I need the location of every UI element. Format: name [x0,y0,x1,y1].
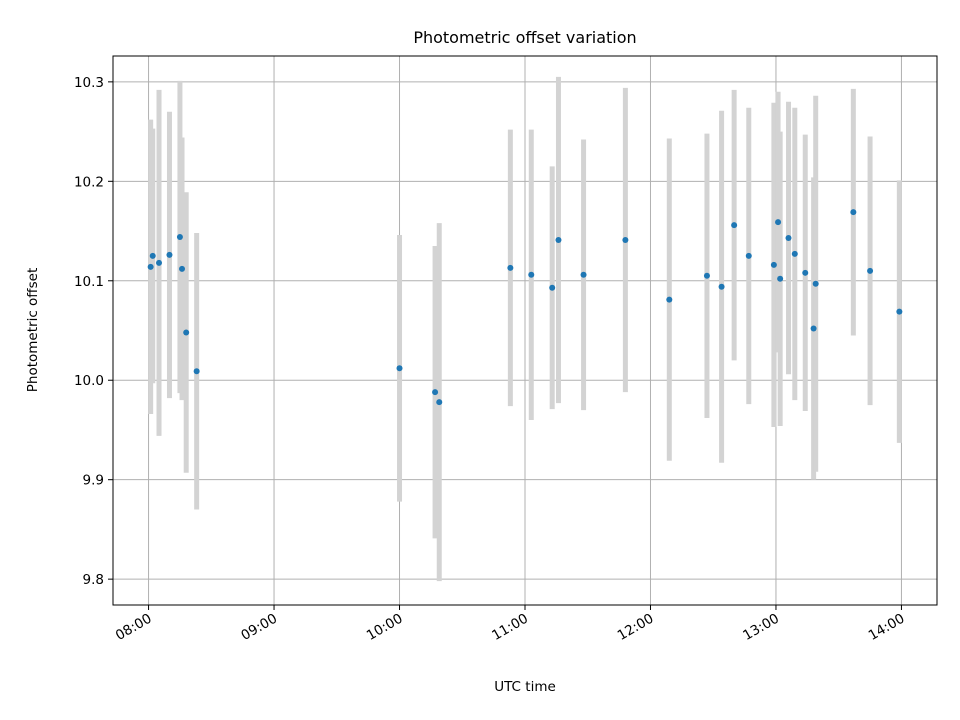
data-point [791,250,798,257]
data-point [156,259,163,266]
data-point [507,264,514,271]
data-point [666,296,673,303]
data-point [703,272,710,279]
data-point [396,365,403,372]
data-point [555,236,562,243]
data-points [147,209,903,406]
data-point [731,222,738,229]
chart-title: Photometric offset variation [413,28,636,47]
data-point [850,209,857,216]
x-axis-label: UTC time [494,679,556,695]
data-point [166,251,173,258]
data-point [718,283,725,290]
data-point [436,399,443,406]
data-point [179,265,186,272]
data-point [775,219,782,226]
y-tick-label: 10.0 [74,373,104,389]
data-point [193,368,200,375]
y-axis-label: Photometric offset [25,268,41,392]
data-point [580,271,587,278]
data-point [147,263,154,270]
y-tick-label: 10.1 [74,274,104,290]
data-point [549,284,556,291]
data-point [777,275,784,282]
y-axis-ticks: 9.8 9.9 10.0 10.1 10.2 10.3 [74,75,113,588]
y-tick-label: 10.2 [74,174,104,190]
data-point [622,236,629,243]
data-point [896,308,903,315]
data-point [867,267,874,274]
y-tick-label: 9.9 [83,473,104,489]
data-point [812,280,819,287]
data-point [432,389,439,396]
data-point [785,235,792,242]
data-point [149,252,156,259]
y-tick-label: 10.3 [74,75,104,91]
data-point [770,261,777,268]
data-point [745,252,752,259]
data-point [176,234,183,241]
data-point [528,271,535,278]
data-point [183,329,190,336]
y-tick-label: 9.8 [83,572,104,588]
data-point [802,269,809,276]
data-point [810,325,817,332]
